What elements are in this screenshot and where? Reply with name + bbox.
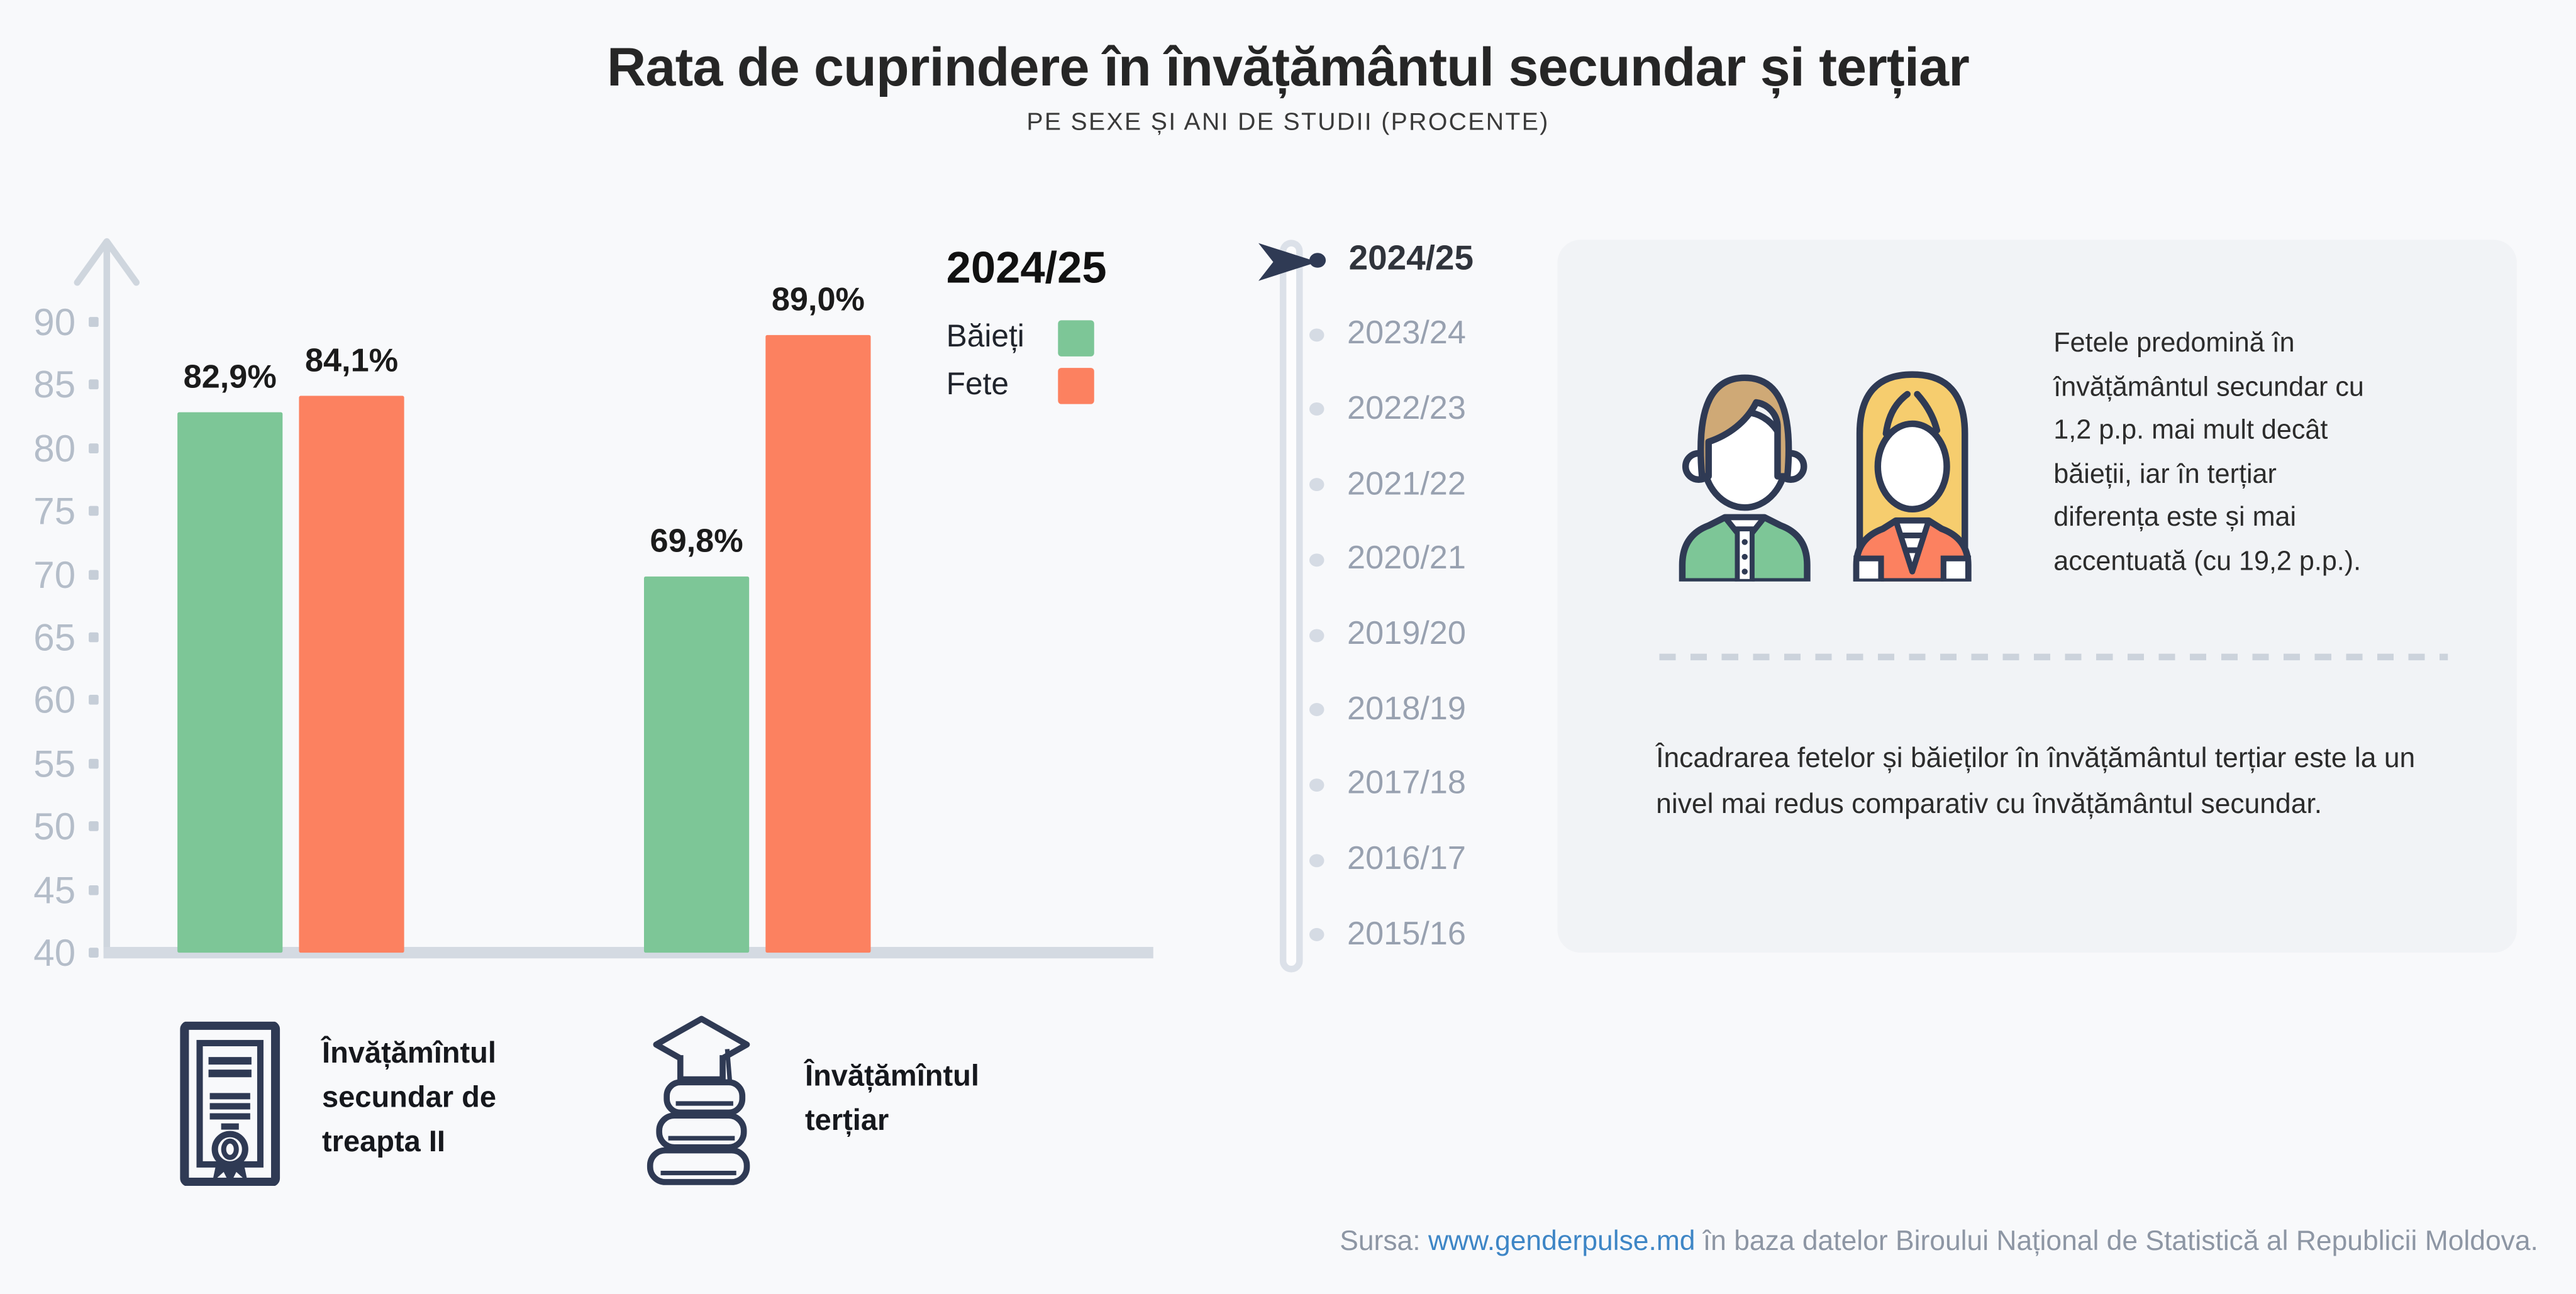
y-axis-tick-label: 70 <box>33 553 76 596</box>
page-subtitle: PE SEXE ȘI ANI DE STUDII (PROCENTE) <box>1026 108 1550 136</box>
y-axis-tick-label: 90 <box>33 301 76 343</box>
bar-Fete-1 <box>299 396 404 953</box>
timeline-year-2023-24[interactable]: 2023/24 <box>1265 297 1466 372</box>
y-axis-tick-label: 75 <box>33 489 76 533</box>
y-axis-tick-mark <box>89 443 99 453</box>
bar-value-label: 84,1% <box>304 343 399 380</box>
timeline-year-label: 2021/22 <box>1347 465 1466 502</box>
bar-Fete-2 <box>765 335 871 953</box>
y-axis-tick-mark <box>89 884 99 895</box>
timeline-year-2016-17[interactable]: 2016/17 <box>1265 822 1466 898</box>
legend-item-boys: Băieți <box>947 319 1127 357</box>
y-axis-tick-label: 60 <box>33 678 76 722</box>
dashed-divider <box>1659 653 2448 661</box>
timeline-cursor-icon[interactable] <box>1258 243 1318 281</box>
y-axis-tick-mark <box>89 569 99 580</box>
y-axis-tick-label: 65 <box>33 616 76 659</box>
timeline-year-2018-19[interactable]: 2018/19 <box>1265 672 1466 748</box>
source-prefix: Sursa: <box>1340 1225 1428 1257</box>
y-axis-tick-label: 40 <box>33 931 76 975</box>
y-axis-tick-label: 50 <box>33 805 76 848</box>
timeline-year-2024-25[interactable]: 2024/25 <box>1265 222 1474 297</box>
info-paragraph-1: Fetele predomină în învățământul secunda… <box>2053 328 2364 576</box>
info-panel <box>1557 240 2517 953</box>
timeline-year-label: 2016/17 <box>1347 841 1466 878</box>
y-axis-tick-label: 45 <box>33 868 76 911</box>
legend-title: 2024/25 <box>946 243 1107 292</box>
y-axis-tick-mark <box>89 380 99 390</box>
legend-label: Băieți <box>946 319 1024 354</box>
timeline-year-2019-20[interactable]: 2019/20 <box>1265 597 1466 673</box>
legend-swatch-boys <box>1058 319 1094 356</box>
timeline-year-2022-23[interactable]: 2022/23 <box>1265 372 1466 447</box>
timeline-dot <box>1309 778 1324 792</box>
timeline-year-label: 2018/19 <box>1347 690 1466 727</box>
y-axis-tick-label: 85 <box>33 363 76 407</box>
timeline-year-label: 2015/16 <box>1347 916 1466 953</box>
timeline-dot <box>1309 403 1324 416</box>
timeline-year-2021-22[interactable]: 2021/22 <box>1265 447 1466 523</box>
y-axis-tick-label: 80 <box>33 426 76 470</box>
timeline-year-list: 2024/25 2023/24 2022/23 2021/22 2020/21 2019/… <box>1265 217 1577 973</box>
category-label-secondary: Învățămîntul secundar de treapta II <box>322 1036 497 1158</box>
info-paragraph-2: Încadrarea fetelor și băieților în învăț… <box>1656 742 2416 819</box>
timeline-dot <box>1309 628 1324 642</box>
chart-axes <box>74 238 1153 959</box>
source-suffix: în baza datelor Biroului Național de Sta… <box>1695 1225 2538 1257</box>
y-axis-tick-mark <box>89 948 99 958</box>
legend-swatch-girls <box>1058 367 1094 404</box>
bar-Băieți-1 <box>177 411 283 953</box>
y-axis-tick-mark <box>89 506 99 516</box>
timeline-year-2020-21[interactable]: 2020/21 <box>1265 522 1466 597</box>
y-axis-tick-mark <box>89 758 99 768</box>
legend-label: Fete <box>946 367 1009 402</box>
timeline-dot <box>1309 553 1324 567</box>
bar-value-label: 69,8% <box>650 524 743 561</box>
page-title: Rata de cuprindere în învățământul secun… <box>606 36 1970 97</box>
y-axis-tick-mark <box>89 317 99 327</box>
y-axis-tick-label: 55 <box>33 742 76 785</box>
category-label-tertiary: Învățămîntul terțiar <box>805 1059 979 1137</box>
girl-avatar-icon <box>1853 371 1972 582</box>
timeline-dot <box>1309 328 1324 341</box>
source-line: Sursa: www.genderpulse.md în baza datelo… <box>1340 1225 2538 1258</box>
legend-item-girls: Fete <box>947 367 1127 404</box>
y-axis-tick-mark <box>89 821 99 832</box>
bar-value-label: 82,9% <box>183 358 277 395</box>
timeline-dot <box>1309 928 1324 942</box>
y-axis-tick-mark <box>89 632 99 643</box>
timeline-dot <box>1309 853 1324 867</box>
bar-Băieți-2 <box>644 577 750 953</box>
timeline-year-label: 2017/18 <box>1347 766 1466 802</box>
timeline-year-label: 2022/23 <box>1347 390 1466 427</box>
diploma-icon <box>180 1021 280 1186</box>
timeline-year-2017-18[interactable]: 2017/18 <box>1265 747 1466 822</box>
graduation-books-icon <box>647 1015 750 1185</box>
boy-avatar-icon <box>1679 374 1811 582</box>
timeline-dot <box>1309 703 1324 717</box>
timeline-dot <box>1309 252 1326 267</box>
timeline-year-2015-16[interactable]: 2015/16 <box>1265 897 1466 973</box>
timeline-year-label: 2020/21 <box>1347 541 1466 577</box>
timeline-year-label: 2019/20 <box>1347 616 1466 653</box>
timeline-dot <box>1309 478 1324 492</box>
source-link[interactable]: www.genderpulse.md <box>1428 1225 1696 1257</box>
bar-value-label: 89,0% <box>771 282 865 318</box>
y-axis-tick-mark <box>89 695 99 705</box>
timeline-track <box>1279 240 1303 973</box>
timeline-year-label: 2024/25 <box>1348 240 1474 278</box>
timeline-year-label: 2023/24 <box>1347 316 1466 352</box>
